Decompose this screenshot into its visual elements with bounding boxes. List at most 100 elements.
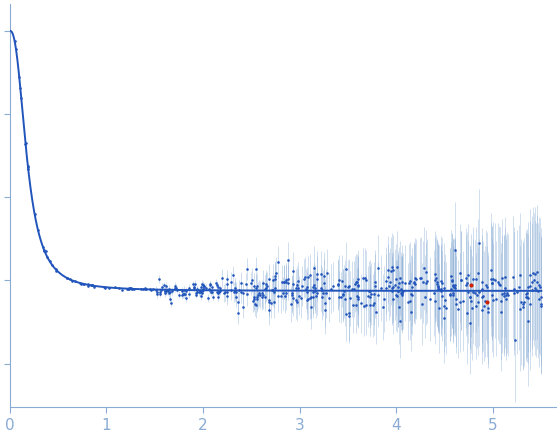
Point (383, 274, 392, 281)
Point (43, 253, 52, 260)
Point (317, 294, 326, 301)
Point (379, 304, 388, 311)
Point (279, 279, 288, 286)
Point (396, 289, 405, 296)
Point (222, 276, 231, 283)
Point (306, 304, 315, 311)
Point (451, 295, 460, 302)
Point (234, 287, 243, 294)
Point (206, 287, 214, 294)
Point (388, 288, 396, 295)
Point (80, 281, 88, 288)
Point (222, 292, 231, 299)
Point (534, 287, 543, 294)
Point (198, 287, 207, 294)
Point (451, 301, 460, 308)
Point (163, 288, 172, 295)
Point (522, 289, 531, 296)
Point (293, 299, 302, 306)
Point (515, 272, 524, 279)
Point (433, 284, 442, 291)
Point (196, 284, 205, 291)
Point (396, 285, 405, 292)
Point (63, 275, 72, 282)
Point (450, 284, 459, 291)
Point (431, 298, 440, 305)
Point (466, 282, 475, 289)
Point (136, 285, 145, 292)
Point (354, 295, 363, 302)
Point (138, 285, 147, 292)
Point (370, 278, 379, 285)
Point (369, 299, 378, 306)
Point (232, 293, 241, 300)
Point (181, 290, 190, 297)
Point (334, 281, 343, 288)
Point (430, 289, 438, 296)
Point (393, 264, 402, 271)
Point (417, 274, 426, 281)
Point (353, 281, 362, 288)
Point (421, 293, 430, 300)
Point (190, 283, 199, 290)
Point (198, 281, 207, 288)
Point (497, 298, 506, 305)
Point (480, 302, 489, 309)
Point (302, 284, 311, 291)
Point (494, 281, 503, 288)
Point (391, 291, 400, 298)
Point (478, 292, 487, 299)
Point (329, 283, 338, 290)
Point (223, 288, 232, 295)
Point (261, 284, 270, 291)
Point (386, 267, 395, 274)
Point (437, 292, 446, 299)
Point (206, 281, 214, 288)
Point (251, 266, 260, 273)
Point (410, 281, 419, 288)
Point (127, 285, 136, 292)
Point (47, 261, 56, 268)
Point (520, 298, 529, 305)
Point (258, 293, 267, 300)
Point (288, 291, 297, 298)
Point (391, 281, 400, 288)
Point (511, 337, 520, 344)
Point (287, 290, 296, 297)
Point (449, 283, 458, 290)
Point (410, 275, 419, 282)
Point (381, 284, 390, 291)
Point (207, 288, 216, 295)
Point (193, 286, 202, 293)
Point (78, 281, 87, 288)
Point (51, 266, 60, 273)
Point (515, 305, 524, 312)
Point (477, 279, 486, 286)
Point (464, 272, 473, 279)
Point (256, 291, 265, 298)
Point (535, 282, 544, 289)
Point (366, 294, 375, 301)
Point (232, 288, 241, 295)
Point (322, 269, 331, 276)
Point (21, 139, 30, 146)
Point (278, 278, 287, 285)
Point (198, 285, 207, 292)
Point (40, 246, 49, 253)
Point (161, 290, 170, 297)
Point (469, 276, 478, 283)
Point (502, 289, 511, 296)
Point (312, 271, 321, 277)
Point (178, 290, 187, 297)
Point (254, 291, 263, 298)
Point (388, 284, 396, 291)
Point (17, 95, 26, 102)
Point (41, 247, 50, 254)
Point (338, 291, 347, 298)
Point (88, 282, 97, 289)
Point (438, 280, 447, 287)
Point (296, 295, 305, 302)
Point (52, 267, 60, 274)
Point (87, 281, 96, 288)
Point (153, 288, 162, 295)
